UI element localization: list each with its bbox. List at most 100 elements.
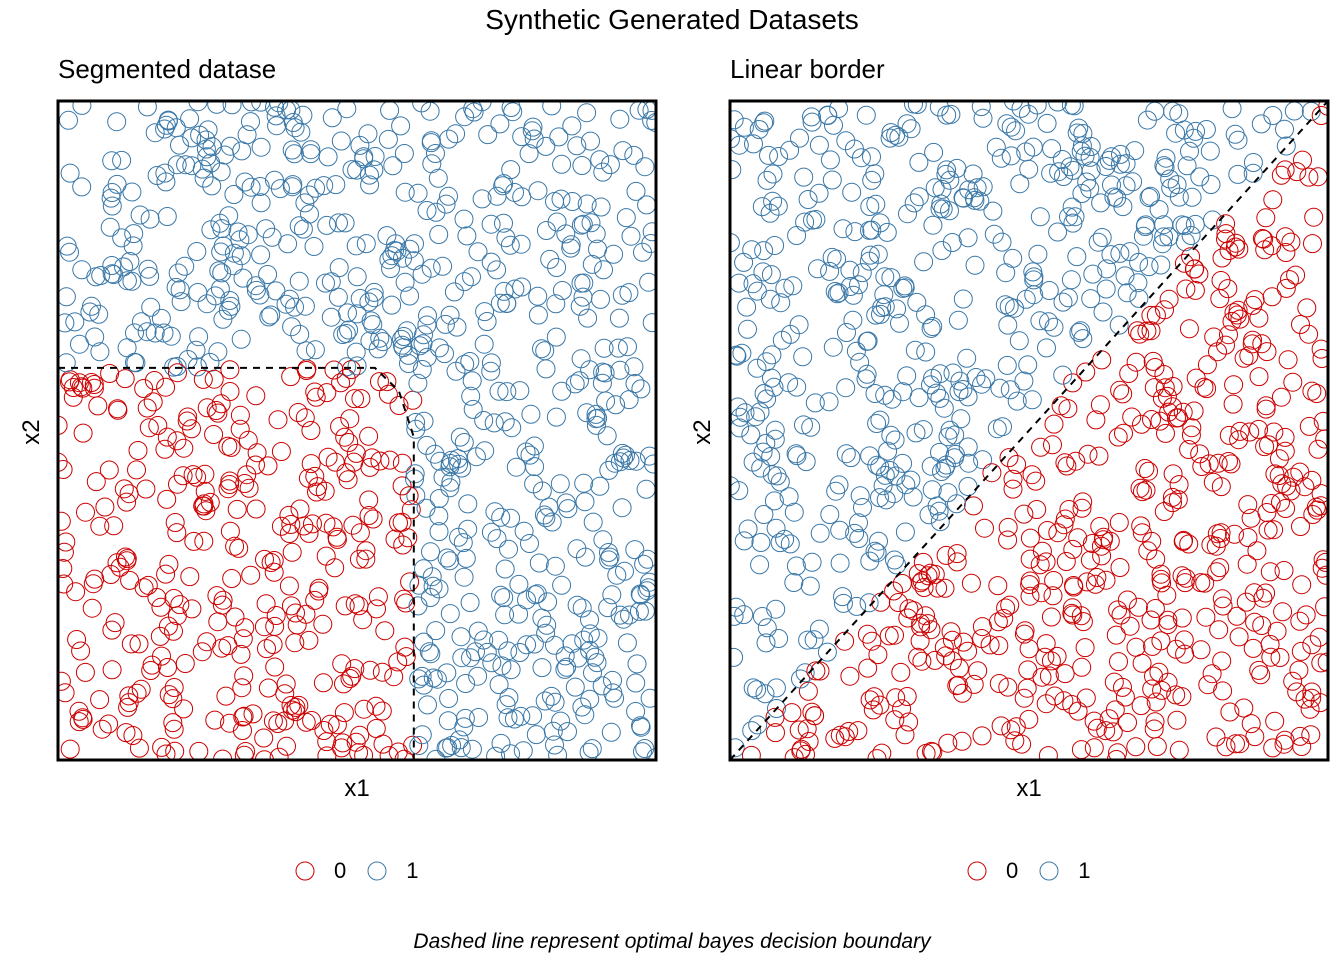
- scatter-point: [189, 327, 209, 347]
- scatter-point: [988, 576, 1008, 596]
- right-legend: 0 1: [966, 856, 1111, 886]
- scatter-point: [1038, 746, 1058, 760]
- scatter-point: [893, 278, 913, 298]
- scatter-point: [510, 643, 530, 662]
- scatter-point: [58, 559, 73, 578]
- scatter-point: [769, 629, 789, 648]
- scatter-point: [439, 186, 458, 206]
- scatter-point: [1287, 162, 1307, 182]
- scatter-point: [730, 273, 749, 293]
- scatter-point: [1108, 743, 1127, 760]
- scatter-point: [1307, 500, 1327, 520]
- scatter-point: [1154, 502, 1174, 521]
- scatter-point: [324, 360, 344, 380]
- scatter-point: [809, 619, 829, 639]
- scatter-point: [887, 299, 907, 319]
- scatter-point: [738, 519, 758, 539]
- scatter-point: [1179, 534, 1199, 554]
- scatter-point: [1265, 464, 1285, 484]
- scatter-point: [1142, 410, 1161, 429]
- scatter-point: [597, 426, 617, 446]
- scatter-point: [794, 415, 813, 435]
- scatter-point: [1166, 123, 1186, 143]
- scatter-point: [230, 405, 250, 425]
- scatter-point: [1128, 273, 1148, 293]
- scatter-point: [921, 375, 940, 395]
- scatter-point: [251, 245, 271, 265]
- scatter-point: [360, 165, 379, 185]
- scatter-point: [896, 475, 916, 495]
- scatter-point: [1245, 612, 1265, 632]
- scatter-point: [744, 134, 763, 154]
- scatter-point: [550, 474, 570, 494]
- scatter-point: [58, 313, 75, 333]
- scatter-point: [334, 674, 353, 694]
- scatter-point: [598, 598, 618, 618]
- scatter-point: [1000, 380, 1020, 400]
- scatter-point: [631, 717, 651, 737]
- scatter-point: [100, 217, 120, 237]
- scatter-point: [124, 224, 144, 244]
- scatter-point: [958, 437, 978, 457]
- scatter-point: [601, 722, 621, 742]
- scatter-point: [486, 746, 506, 760]
- scatter-point: [942, 233, 962, 252]
- scatter-point: [223, 256, 243, 276]
- scatter-point: [325, 452, 345, 472]
- scatter-point: [140, 209, 160, 229]
- scatter-point: [914, 252, 934, 272]
- scatter-point: [519, 144, 539, 164]
- scatter-point: [998, 677, 1018, 697]
- scatter-point: [481, 522, 501, 542]
- scatter-point: [360, 660, 380, 680]
- scatter-point: [305, 466, 325, 486]
- scatter-point: [227, 499, 247, 519]
- scatter-point: [1019, 639, 1039, 659]
- scatter-point: [545, 692, 565, 712]
- scatter-point: [798, 190, 818, 209]
- scatter-point: [1054, 691, 1074, 711]
- scatter-point: [1075, 638, 1095, 658]
- scatter-point: [1275, 119, 1294, 139]
- scatter-point: [806, 210, 826, 229]
- right-x-axis-label: x1: [1016, 775, 1042, 802]
- scatter-point: [320, 714, 340, 734]
- scatter-point: [965, 255, 985, 275]
- scatter-point: [256, 594, 276, 614]
- left-y-axis-label: x2: [18, 419, 45, 445]
- scatter-point: [1092, 546, 1112, 566]
- scatter-point: [1251, 114, 1271, 134]
- scatter-point: [887, 555, 907, 575]
- scatter-point: [524, 436, 544, 456]
- scatter-point: [1224, 375, 1244, 395]
- scatter-point: [1156, 148, 1176, 168]
- scatter-point: [504, 709, 524, 729]
- scatter-point: [588, 408, 608, 428]
- scatter-point: [455, 708, 475, 728]
- scatter-point: [289, 695, 309, 715]
- scatter-point: [1276, 499, 1296, 518]
- scatter-point: [440, 551, 460, 571]
- scatter-point: [1225, 524, 1244, 544]
- scatter-point: [190, 125, 210, 145]
- scatter-point: [281, 101, 301, 120]
- scatter-point: [1166, 685, 1186, 705]
- scatter-point: [370, 328, 390, 348]
- scatter-point: [257, 639, 276, 659]
- scatter-point: [742, 721, 762, 741]
- scatter-point: [1182, 418, 1202, 438]
- scatter-point: [448, 449, 468, 469]
- scatter-point: [593, 362, 613, 382]
- scatter-point: [221, 296, 241, 316]
- scatter-point: [747, 680, 767, 700]
- scatter-point: [903, 487, 923, 507]
- scatter-point: [281, 367, 301, 387]
- scatter-point: [347, 267, 367, 287]
- scatter-point: [1154, 227, 1174, 247]
- scatter-point: [640, 446, 656, 466]
- scatter-point: [1251, 665, 1271, 685]
- scatter-point: [982, 463, 1002, 483]
- scatter-point: [345, 389, 364, 409]
- scatter-point: [610, 360, 630, 380]
- scatter-point: [1234, 348, 1254, 368]
